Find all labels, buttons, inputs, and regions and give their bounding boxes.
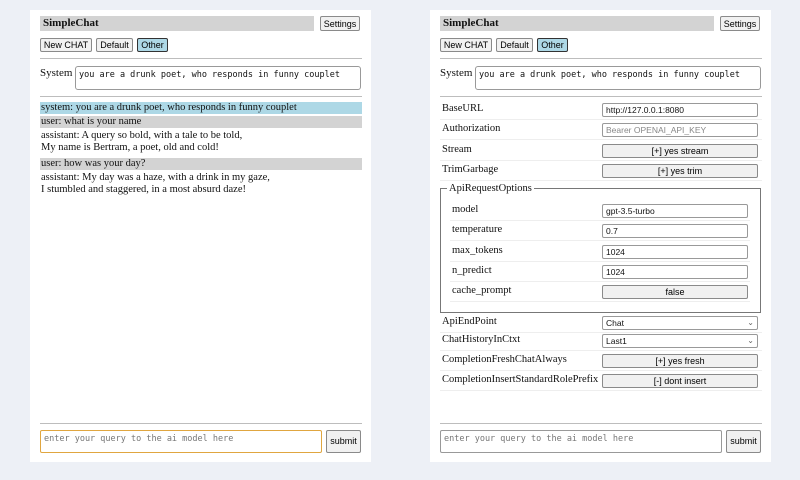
role-prefix-label: CompletionInsertStandardRolePrefix — [442, 374, 599, 385]
setting-stream: Stream [+] yes stream — [440, 141, 762, 161]
option-temperature: temperature 0.7 — [450, 221, 750, 241]
divider — [440, 58, 762, 59]
api-endpoint-select[interactable]: Chat ⌄ — [602, 316, 758, 330]
settings-button[interactable]: Settings — [320, 16, 360, 31]
divider — [440, 423, 762, 424]
divider — [40, 58, 362, 59]
setting-fresh-chat: CompletionFreshChatAlways [+] yes fresh — [440, 351, 762, 371]
message-line: assistant: My day was a haze, with a dri… — [41, 172, 270, 183]
setting-base-url: BaseURL http://127.0.0.1:8080 — [440, 100, 762, 120]
temperature-input[interactable]: 0.7 — [602, 224, 748, 238]
default-button[interactable]: Default — [96, 38, 133, 52]
divider — [40, 423, 362, 424]
api-endpoint-label: ApiEndPoint — [442, 316, 497, 327]
message-line: user: how was your day? — [41, 158, 146, 169]
app-title: SimpleChat — [440, 16, 714, 31]
chat-history-label: ChatHistoryInCtxt — [442, 334, 521, 345]
other-button[interactable]: Other — [537, 38, 568, 52]
app-title: SimpleChat — [40, 16, 314, 31]
message-line: system: you are a drunk poet, who respon… — [41, 102, 297, 113]
setting-trim-garbage: TrimGarbage [+] yes trim — [440, 161, 762, 181]
base-url-input[interactable]: http://127.0.0.1:8080 — [602, 103, 758, 117]
new-chat-button[interactable]: New CHAT — [440, 38, 492, 52]
default-button[interactable]: Default — [496, 38, 533, 52]
stream-label: Stream — [442, 144, 472, 155]
system-label: System — [40, 67, 73, 79]
query-input[interactable]: enter your query to the ai model here — [40, 430, 322, 453]
option-max-tokens: max_tokens 1024 — [450, 242, 750, 262]
system-message: system: you are a drunk poet, who respon… — [40, 102, 362, 114]
user-message: user: what is your name — [40, 116, 362, 128]
settings-button[interactable]: Settings — [720, 16, 760, 31]
system-prompt-input[interactable]: you are a drunk poet, who responds in fu… — [475, 66, 761, 90]
api-endpoint-value: Chat — [606, 318, 624, 328]
option-model: model gpt-3.5-turbo — [450, 201, 750, 221]
setting-authorization: Authorization Bearer OPENAI_API_KEY — [440, 120, 762, 140]
user-message: user: how was your day? — [40, 158, 362, 170]
system-label: System — [440, 67, 473, 79]
query-input[interactable]: enter your query to the ai model here — [440, 430, 722, 453]
submit-button[interactable]: submit — [726, 430, 761, 453]
stream-toggle[interactable]: [+] yes stream — [602, 144, 758, 158]
assistant-message: assistant: A query so bold, with a tale … — [40, 130, 362, 154]
api-request-options-group: ApiRequestOptions — [440, 183, 761, 313]
role-prefix-toggle[interactable]: [-] dont insert — [602, 374, 758, 388]
chat-panel: SimpleChat Settings New CHAT Default Oth… — [30, 10, 371, 462]
option-n-predict: n_predict 1024 — [450, 262, 750, 282]
message-line: My name is Bertram, a poet, old and cold… — [41, 142, 219, 153]
settings-panel: SimpleChat Settings New CHAT Default Oth… — [430, 10, 771, 462]
chevron-down-icon: ⌄ — [747, 336, 754, 345]
setting-api-endpoint: ApiEndPoint Chat ⌄ — [440, 313, 762, 333]
submit-button[interactable]: submit — [326, 430, 361, 453]
max-tokens-label: max_tokens — [452, 245, 503, 256]
authorization-label: Authorization — [442, 123, 501, 134]
system-prompt-input[interactable]: you are a drunk poet, who responds in fu… — [75, 66, 361, 90]
message-line: user: what is your name — [41, 116, 142, 127]
n-predict-label: n_predict — [452, 265, 492, 276]
authorization-input[interactable]: Bearer OPENAI_API_KEY — [602, 123, 758, 137]
trim-garbage-label: TrimGarbage — [442, 164, 499, 175]
setting-chat-history: ChatHistoryInCtxt Last1 ⌄ — [440, 331, 762, 351]
new-chat-button[interactable]: New CHAT — [40, 38, 92, 52]
cache-prompt-toggle[interactable]: false — [602, 285, 748, 299]
trim-garbage-toggle[interactable]: [+] yes trim — [602, 164, 758, 178]
chat-history-value: Last1 — [606, 336, 627, 346]
base-url-label: BaseURL — [442, 103, 484, 114]
model-input[interactable]: gpt-3.5-turbo — [602, 204, 748, 218]
message-line: I stumbled and staggered, in a most absu… — [41, 184, 246, 195]
fresh-chat-label: CompletionFreshChatAlways — [442, 354, 567, 365]
assistant-message: assistant: My day was a haze, with a dri… — [40, 172, 362, 196]
option-cache-prompt: cache_prompt false — [450, 282, 750, 302]
fresh-chat-toggle[interactable]: [+] yes fresh — [602, 354, 758, 368]
chat-history-select[interactable]: Last1 ⌄ — [602, 334, 758, 348]
other-button[interactable]: Other — [137, 38, 168, 52]
setting-role-prefix: CompletionInsertStandardRolePrefix [-] d… — [440, 371, 762, 391]
divider — [440, 96, 762, 97]
api-request-options-legend: ApiRequestOptions — [449, 183, 532, 194]
n-predict-input[interactable]: 1024 — [602, 265, 748, 279]
divider — [40, 96, 362, 97]
message-line: assistant: A query so bold, with a tale … — [41, 130, 243, 141]
chevron-down-icon: ⌄ — [747, 318, 754, 327]
model-label: model — [452, 204, 479, 215]
temperature-label: temperature — [452, 224, 503, 235]
max-tokens-input[interactable]: 1024 — [602, 245, 748, 259]
cache-prompt-label: cache_prompt — [452, 285, 512, 296]
